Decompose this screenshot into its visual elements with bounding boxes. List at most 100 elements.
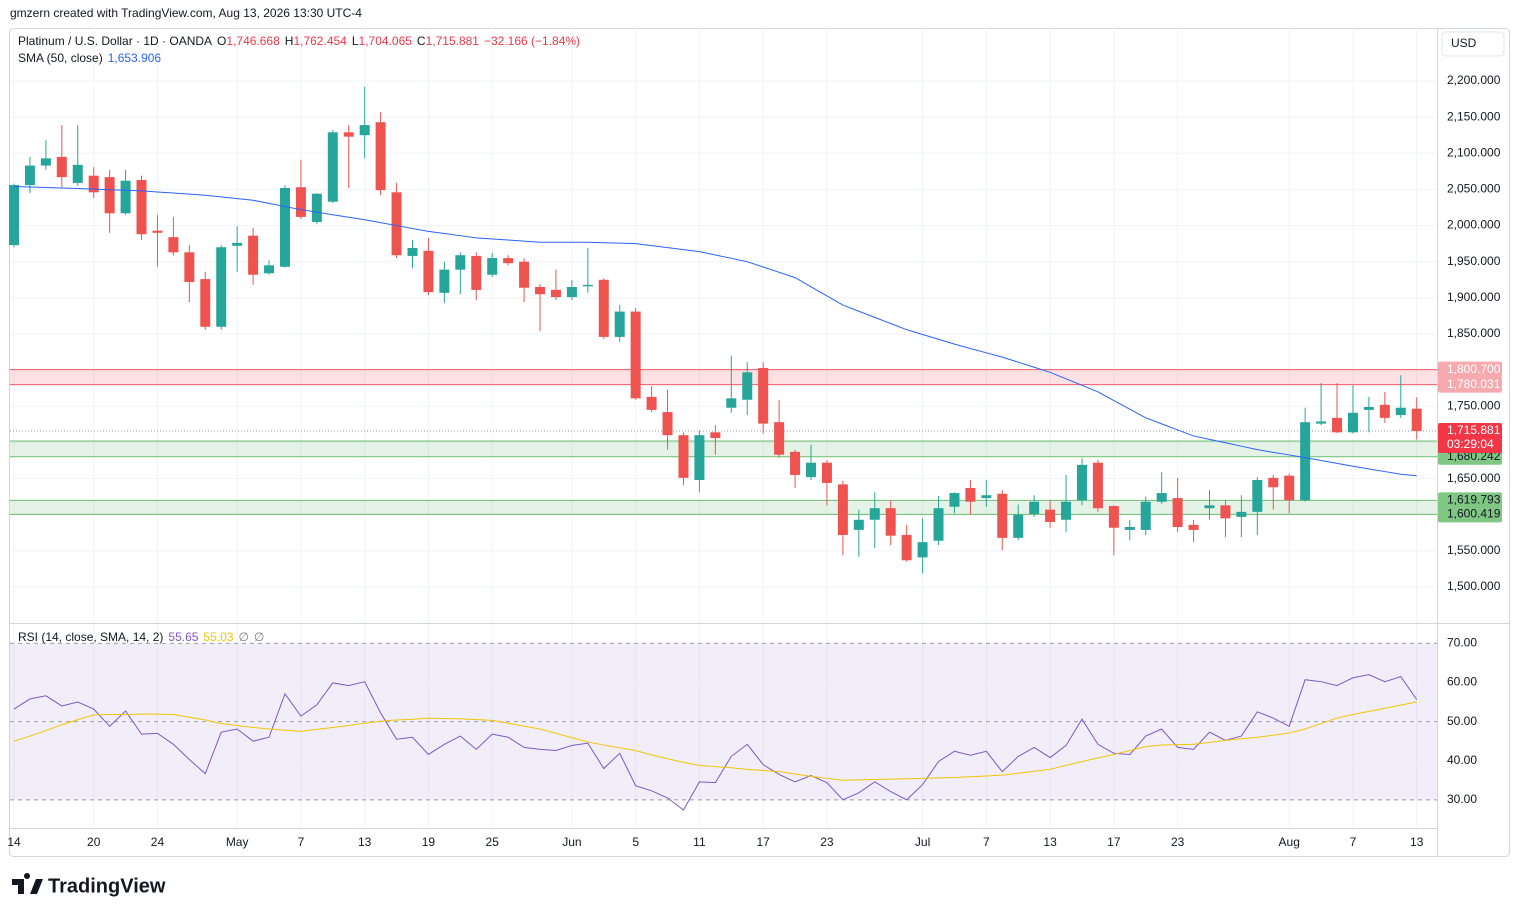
x-tick-label: 23 [1171,835,1185,849]
candle-body [327,132,338,202]
candle-body [72,164,83,183]
candle-body [1156,493,1167,502]
candle-body [279,187,290,267]
candle-body [343,132,354,137]
legend-value: 1,746.668 [226,34,280,48]
candle-body [375,122,386,191]
y-tick-label: 1,950.000 [1447,254,1501,268]
candle-body [1300,422,1311,501]
candle-body [184,252,195,282]
candle-body [232,242,243,246]
x-tick-label: 11 [693,835,706,849]
candle-body [503,258,514,264]
candle-body [821,462,832,483]
chart-frame [9,28,1510,857]
y-tick-label: 60.00 [1447,675,1477,689]
candle-body [694,435,705,481]
candle-body [1204,505,1215,509]
candle-body [471,255,482,290]
candle-body [407,247,418,256]
x-tick-label: 7 [1350,835,1357,849]
candle-body [1045,509,1056,522]
candle-body [1363,407,1374,410]
y-tick-label: 30.00 [1447,792,1477,806]
y-tick-label: 1,900.000 [1447,290,1501,304]
candle-body [1220,505,1231,519]
candle-body [1332,417,1343,433]
candle-body [630,311,641,399]
candle-body [550,289,561,298]
candle-body [264,265,275,274]
candle-body [216,247,227,327]
x-tick-label: 24 [151,835,165,849]
rsi-legend: RSI (14, close, SMA, 14, 2) 55.65 55.03 ∅ ∅ [18,630,264,644]
credit: gmzern created with TradingView.com, Aug… [10,6,362,20]
candle-body [837,484,848,535]
candle-body [774,422,785,455]
candle-body [40,158,51,166]
candle-body [1029,501,1040,514]
rsi-extra: ∅ [238,630,248,644]
x-tick-label: 17 [1107,835,1121,849]
candle-body [806,462,816,478]
x-tick-label: Jun [562,835,581,849]
candle-body [104,177,115,214]
y-tick-label: 1,650.000 [1447,471,1501,485]
y-tick-label: 2,000.000 [1447,218,1501,232]
candle-body [311,193,322,222]
candle-body [869,508,880,520]
candle-body [646,396,657,410]
legend-key: C [417,34,426,48]
currency[interactable]: USD [1451,36,1477,50]
candle-body [949,493,960,507]
candle-body [1284,475,1295,501]
x-tick-label: 17 [757,835,771,849]
candle-body [1395,407,1406,415]
y-tick-label: 40.00 [1447,753,1477,767]
currency-button[interactable] [1441,31,1505,57]
candle-body [853,519,864,530]
x-tick-label: 14 [7,835,21,849]
x-tick-label: 20 [87,835,101,849]
candle-body [981,495,992,499]
candle-body [1347,412,1358,433]
price-tag-label: 1,780.031 [1447,377,1501,391]
candle-body [1188,524,1199,530]
candle-body [1379,404,1390,418]
candle-body [535,287,546,295]
candle-body [1140,501,1151,530]
countdown: 03:29:04 [1447,437,1494,451]
x-tick-label: 13 [358,835,372,849]
legend-key: O [217,34,226,48]
y-tick-label: 1,500.000 [1447,579,1501,593]
candle-body [1236,511,1247,517]
price-tag [1438,506,1502,523]
zone [10,369,1437,385]
x-tick-label: 13 [1410,835,1424,849]
legend: Platinum / U.S. Dollar · 1D · OANDA O1,74… [18,34,580,48]
candle-body [726,398,737,408]
candle-body [455,255,466,270]
price-tag [1438,492,1502,509]
y-tick-label: 70.00 [1447,636,1477,650]
y-tick-label: 2,200.000 [1447,73,1501,87]
candle-body [9,185,19,246]
candle-body [439,269,450,293]
candle-body [614,311,625,337]
brand-logo [12,872,43,894]
candle-body [933,508,944,541]
candle-body [678,435,689,478]
zone [10,440,1437,457]
rsi-line [13,674,1418,811]
candle-body [295,187,306,217]
x-tick-label: 25 [486,835,500,849]
y-tick-label: 1,850.000 [1447,326,1501,340]
candle-body [917,542,928,558]
x-tick-label: Jul [915,835,930,849]
legend-title: Platinum / U.S. Dollar · 1D · OANDA [18,34,212,48]
zone [10,500,1437,515]
candle-body [1316,421,1327,424]
candle-body [710,432,721,439]
